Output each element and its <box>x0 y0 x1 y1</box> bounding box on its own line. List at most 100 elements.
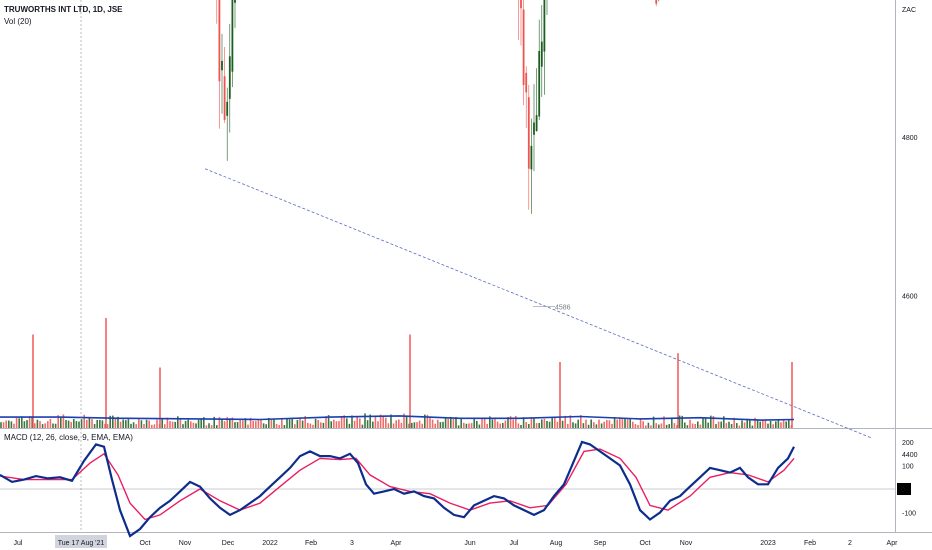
volume-bar <box>543 418 546 428</box>
volume-bar <box>730 424 733 428</box>
volume-bar <box>351 415 353 428</box>
volume-bar <box>93 424 96 428</box>
volume-bar <box>582 423 585 428</box>
volume-bar <box>626 418 629 428</box>
volume-bar <box>411 422 413 428</box>
volume-bar <box>658 424 660 428</box>
volume-bar <box>431 419 434 428</box>
volume-bar <box>343 415 345 428</box>
volume-bar <box>281 417 283 428</box>
volume-bar <box>171 421 174 428</box>
volume-bar <box>478 424 481 428</box>
volume-bar <box>0 422 2 428</box>
time-tick-label: 2023 <box>760 540 776 547</box>
candle-body <box>538 50 541 117</box>
price-annotation: 4586 <box>555 305 571 312</box>
time-tick-label: Dec <box>222 540 235 547</box>
candle-body <box>520 0 522 9</box>
volume-bar <box>382 416 384 428</box>
volume-bar <box>70 422 72 428</box>
volume-bar <box>239 419 241 428</box>
volume-bar <box>119 421 122 428</box>
volume-bar <box>717 421 720 428</box>
volume-bar <box>725 423 728 428</box>
volume-bar <box>504 420 507 428</box>
volume-bar <box>743 422 746 428</box>
volume-bar <box>418 420 421 428</box>
volume-bar <box>91 419 93 428</box>
volume-bar <box>73 418 75 428</box>
volume-bar <box>190 421 192 428</box>
volume-bar <box>122 419 124 428</box>
volume-bar <box>65 419 67 428</box>
volume-bar <box>106 424 109 428</box>
volume-bar <box>704 418 707 428</box>
volume-bar <box>772 424 774 428</box>
volume-bar <box>780 422 782 428</box>
candles-group <box>216 0 660 214</box>
volume-bar <box>481 417 483 428</box>
candle-body <box>527 97 530 169</box>
volume-bar <box>421 423 423 428</box>
volume-bar <box>387 423 390 428</box>
volume-bar <box>564 415 566 428</box>
volume-bar <box>379 414 382 428</box>
volume-bar <box>600 423 603 428</box>
volume-indicator-label: Vol (20) <box>4 17 32 26</box>
volume-bar <box>663 416 665 428</box>
candle-body <box>231 0 234 72</box>
volume-spike-bar <box>32 334 34 428</box>
volume-bar <box>489 416 491 428</box>
volume-bar <box>535 423 538 428</box>
volume-bar <box>673 423 676 428</box>
volume-bar <box>130 423 132 428</box>
volume-bar <box>174 421 176 428</box>
volume-bar <box>450 416 452 428</box>
volume-bar <box>548 421 551 428</box>
time-tick-label: 2022 <box>262 540 278 547</box>
time-tick-label: Nov <box>680 540 693 547</box>
volume-bar <box>317 419 319 428</box>
volume-bar <box>769 420 772 428</box>
candle-body <box>223 76 226 120</box>
volume-bar <box>590 419 592 428</box>
time-tick-label: 2 <box>848 540 852 547</box>
volume-spike-bar <box>559 362 561 428</box>
volume-bar <box>684 422 686 428</box>
volume-bar <box>164 424 166 428</box>
volume-bar <box>424 414 426 428</box>
volume-bar <box>132 422 135 428</box>
volume-bar <box>460 418 462 428</box>
volume-bar <box>621 417 624 428</box>
volume-bar <box>561 420 564 428</box>
volume-bar <box>598 419 600 428</box>
volume-bar <box>678 415 681 428</box>
candle-body <box>543 0 546 52</box>
volume-bar <box>325 416 327 428</box>
time-tick-label: Oct <box>140 540 151 547</box>
candle-body <box>221 60 223 71</box>
volume-bar <box>231 417 234 428</box>
volume-bar <box>619 417 621 428</box>
volume-bar <box>483 417 486 428</box>
volume-bar <box>62 414 65 428</box>
volume-bar <box>49 418 52 428</box>
volume-bar <box>647 422 650 428</box>
candle-body <box>234 0 236 3</box>
volume-bar <box>541 419 543 428</box>
volume-bar <box>348 423 351 428</box>
volume-bar <box>80 419 83 428</box>
volume-bar <box>686 425 689 428</box>
volume-bar <box>255 421 257 428</box>
volume-bar <box>127 419 130 428</box>
volume-bar <box>8 420 10 428</box>
macd-indicator-label: MACD (12, 26, close, 9, EMA, EMA) <box>4 433 133 442</box>
candle-body <box>540 41 543 67</box>
volume-group <box>0 318 793 428</box>
volume-bar <box>468 423 470 428</box>
volume-bar <box>775 421 777 428</box>
volume-bar <box>312 424 314 428</box>
volume-bar <box>125 420 127 428</box>
volume-bar <box>585 419 587 428</box>
